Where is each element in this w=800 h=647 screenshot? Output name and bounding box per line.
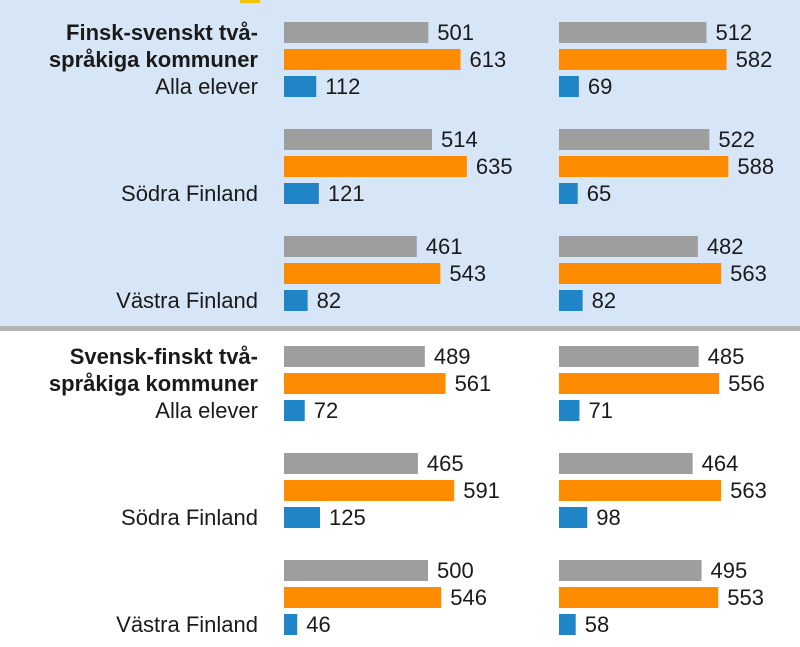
bar-value-label: 71 — [588, 398, 612, 423]
bar-value-label: 112 — [325, 74, 360, 99]
bar-value-label: 522 — [718, 127, 755, 152]
bar-value-label: 121 — [328, 181, 365, 206]
gray-bar — [559, 129, 710, 150]
blue-bar — [284, 183, 319, 204]
blue-bar — [284, 507, 320, 528]
blue-bar — [559, 507, 588, 528]
blue-bar — [284, 290, 308, 311]
bar-value-label: 613 — [470, 47, 507, 72]
bar-value-label: 556 — [728, 371, 765, 396]
top-accent-mark — [240, 0, 260, 3]
bar-value-label: 58 — [585, 612, 609, 637]
gray-bar — [284, 346, 425, 367]
row-label: Södra Finland — [121, 505, 258, 530]
group-title-line: Svensk-finskt två- — [70, 344, 258, 369]
bar-value-label: 588 — [737, 154, 774, 179]
bar-value-label: 543 — [449, 261, 486, 286]
orange-bar — [284, 49, 461, 70]
orange-bar — [559, 587, 719, 608]
blue-bar — [284, 614, 298, 635]
bar-value-label: 582 — [736, 47, 773, 72]
gray-bar — [559, 560, 702, 581]
bar-value-label: 125 — [329, 505, 366, 530]
bar-value-label: 485 — [708, 344, 745, 369]
gray-bar — [284, 22, 429, 43]
gray-bar — [559, 346, 699, 367]
orange-bar — [284, 480, 455, 501]
row-label: Västra Finland — [116, 288, 258, 313]
group-divider — [0, 326, 800, 331]
bar-value-label: 461 — [426, 234, 463, 259]
blue-bar — [284, 76, 317, 97]
gray-bar — [284, 236, 417, 257]
blue-bar — [559, 400, 580, 421]
bar-value-label: 82 — [317, 288, 341, 313]
row-label: Västra Finland — [116, 612, 258, 637]
row-label: Alla elever — [155, 398, 258, 423]
bar-value-label: 482 — [707, 234, 744, 259]
blue-bar — [559, 183, 578, 204]
bar-value-label: 46 — [306, 612, 330, 637]
group-title-line: Finsk-svenskt två- — [66, 20, 258, 45]
bar-value-label: 635 — [476, 154, 513, 179]
bar-value-label: 65 — [587, 181, 611, 206]
bar-value-label: 69 — [588, 74, 612, 99]
orange-bar — [284, 373, 446, 394]
group-title-line: språkiga kommuner — [49, 47, 259, 72]
orange-bar — [284, 156, 467, 177]
gray-bar — [559, 22, 707, 43]
bar-value-label: 495 — [711, 558, 748, 583]
gray-bar — [559, 453, 693, 474]
gray-bar — [284, 560, 428, 581]
orange-bar — [284, 587, 442, 608]
bar-value-label: 563 — [730, 478, 767, 503]
gray-bar — [284, 453, 418, 474]
orange-bar — [559, 480, 722, 501]
blue-bar — [559, 290, 583, 311]
bar-value-label: 561 — [455, 371, 492, 396]
bar-value-label: 489 — [434, 344, 471, 369]
bar-value-label: 72 — [314, 398, 338, 423]
blue-bar — [559, 76, 579, 97]
blue-bar — [559, 614, 576, 635]
bar-value-label: 464 — [702, 451, 739, 476]
row-label: Södra Finland — [121, 181, 258, 206]
bar-value-label: 546 — [450, 585, 487, 610]
bar-value-label: 82 — [592, 288, 616, 313]
bar-value-label: 514 — [441, 127, 478, 152]
orange-bar — [559, 156, 729, 177]
orange-bar — [559, 49, 727, 70]
orange-bar — [559, 263, 722, 284]
bar-value-label: 563 — [730, 261, 767, 286]
bar-value-label: 501 — [437, 20, 474, 45]
blue-bar — [284, 400, 305, 421]
bar-value-label: 591 — [463, 478, 500, 503]
bar-value-label: 98 — [596, 505, 620, 530]
orange-bar — [559, 373, 720, 394]
row-label: Alla elever — [155, 74, 258, 99]
bar-value-label: 500 — [437, 558, 474, 583]
gray-bar — [559, 236, 698, 257]
orange-bar — [284, 263, 441, 284]
group-title-line: språkiga kommuner — [49, 371, 259, 396]
bar-value-label: 465 — [427, 451, 464, 476]
bar-value-label: 553 — [727, 585, 764, 610]
bar-value-label: 512 — [715, 20, 752, 45]
gray-bar — [284, 129, 433, 150]
